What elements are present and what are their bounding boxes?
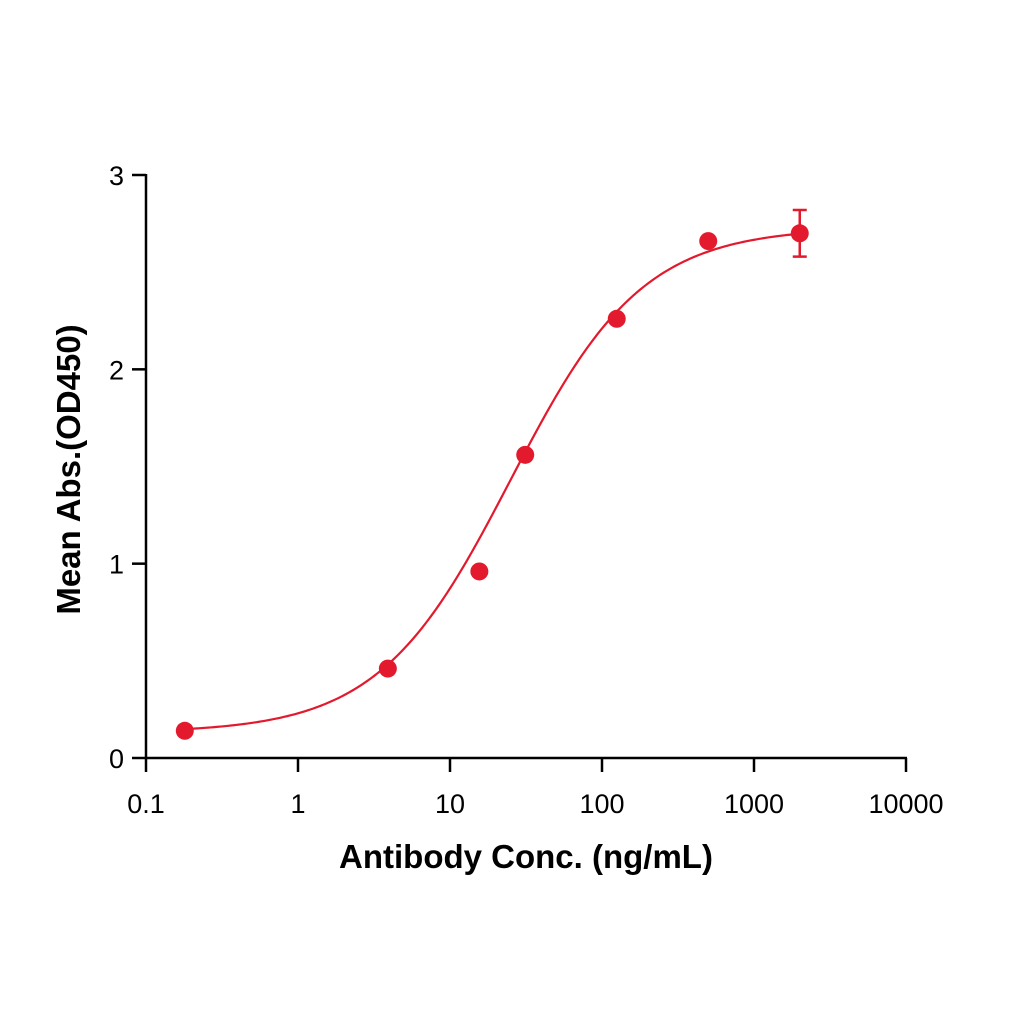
- data-point: [175, 721, 194, 740]
- data-point: [790, 224, 809, 243]
- axes: [144, 174, 907, 760]
- data-point: [699, 232, 718, 251]
- x-ticks: 0.1 1 10 100 1000 10000: [127, 758, 944, 819]
- data-point: [470, 562, 489, 581]
- y-axis-title: Mean Abs.(OD450): [50, 324, 87, 614]
- y-tick-label: 1: [109, 550, 124, 580]
- y-tick-label: 2: [109, 355, 124, 385]
- x-tick-label: 1: [290, 789, 305, 819]
- x-axis-title: Antibody Conc. (ng/mL): [339, 838, 713, 875]
- y-tick-label: 0: [109, 744, 124, 774]
- data-point: [607, 309, 626, 328]
- x-tick-label: 10000: [868, 789, 943, 819]
- x-tick-label: 1000: [724, 789, 784, 819]
- data-points: [175, 208, 809, 740]
- data-point: [378, 659, 397, 678]
- data-point: [516, 445, 535, 464]
- x-tick-label: 0.1: [127, 789, 165, 819]
- x-tick-label: 10: [435, 789, 465, 819]
- y-tick-label: 3: [109, 161, 124, 191]
- fit-curve: [184, 232, 800, 731]
- y-ticks: 0 1 2 3: [109, 161, 146, 774]
- x-tick-label: 100: [579, 789, 624, 819]
